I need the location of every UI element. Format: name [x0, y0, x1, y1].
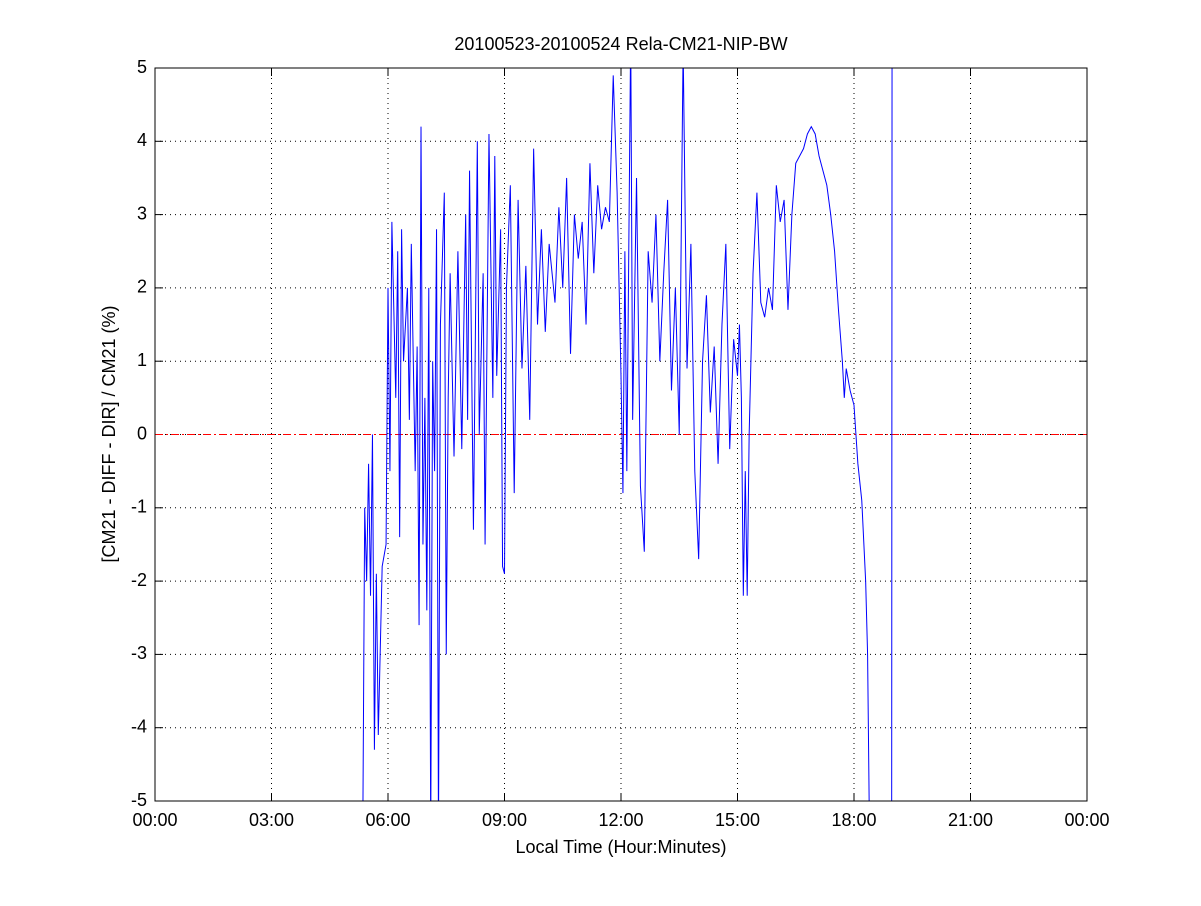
- x-tick-label: 00:00: [1064, 810, 1109, 830]
- plot-frame: [154, 67, 1088, 802]
- y-tick-label: 0: [137, 423, 147, 443]
- x-tick-label: 03:00: [249, 810, 294, 830]
- x-tick-label: 18:00: [831, 810, 876, 830]
- x-tick-label: 09:00: [482, 810, 527, 830]
- y-tick-label: 4: [137, 130, 147, 150]
- x-tick-label: 00:00: [132, 810, 177, 830]
- y-tick-label: -1: [131, 497, 147, 517]
- y-tick-label: -2: [131, 570, 147, 590]
- x-axis-label: Local Time (Hour:Minutes): [515, 837, 726, 857]
- x-tick-label: 21:00: [948, 810, 993, 830]
- y-tick-label: 5: [137, 57, 147, 77]
- y-tick-label: 1: [137, 350, 147, 370]
- y-tick-label: -4: [131, 716, 147, 736]
- y-tick-label: 2: [137, 277, 147, 297]
- x-tick-label: 06:00: [365, 810, 410, 830]
- chart-title: 20100523-20100524 Rela-CM21-NIP-BW: [454, 34, 787, 54]
- x-tick-label: 12:00: [598, 810, 643, 830]
- data-line: [362, 68, 893, 801]
- y-axis-label: [CM21 - DIFF - DIR] / CM21 (%): [99, 305, 119, 562]
- y-tick-label: -5: [131, 790, 147, 810]
- y-tick-label: 3: [137, 203, 147, 223]
- y-tick-label: -3: [131, 643, 147, 663]
- x-tick-label: 15:00: [715, 810, 760, 830]
